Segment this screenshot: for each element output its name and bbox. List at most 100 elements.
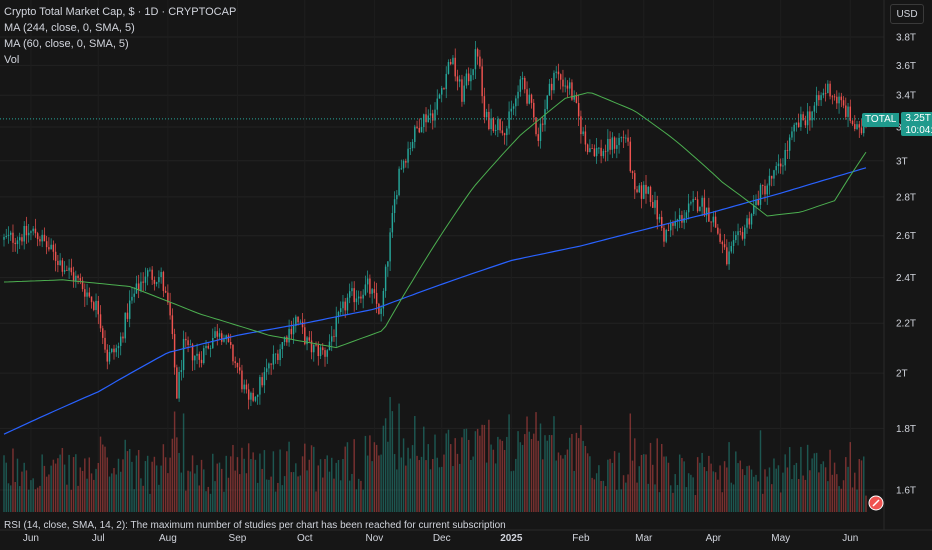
candle-body bbox=[427, 115, 429, 123]
candle-body bbox=[63, 270, 66, 272]
ma244-legend[interactable]: MA (244, close, 0, SMA, 5) bbox=[4, 22, 135, 34]
candle-body bbox=[351, 288, 353, 292]
volume-bar bbox=[542, 459, 544, 512]
candle-body bbox=[99, 314, 102, 329]
volume-bar bbox=[328, 471, 331, 512]
candle-body bbox=[225, 335, 227, 340]
volume-bar bbox=[342, 458, 344, 512]
candle-body bbox=[66, 270, 68, 271]
volume-bar bbox=[104, 446, 106, 512]
volume-bar bbox=[582, 440, 584, 512]
candle-body bbox=[483, 96, 486, 118]
candle-body bbox=[400, 168, 403, 170]
volume-bar bbox=[550, 435, 553, 512]
volume-bar bbox=[243, 458, 245, 512]
candle-body bbox=[811, 111, 813, 121]
volume-bar bbox=[313, 446, 315, 512]
candle-body bbox=[416, 126, 418, 128]
candle-body bbox=[566, 85, 569, 89]
x-tick-label: Dec bbox=[433, 533, 451, 544]
volume-bar bbox=[797, 479, 800, 512]
volume-bar bbox=[824, 467, 827, 512]
volume-bar bbox=[629, 413, 632, 512]
alert-flag-icon[interactable] bbox=[868, 495, 884, 511]
volume-bar bbox=[283, 476, 286, 512]
candle-body bbox=[61, 260, 64, 272]
time-axis[interactable]: Jun Jul Aug Sep Oct Nov Dec 2025 Feb Mar Apr May Jun bbox=[0, 529, 932, 544]
volume-bar bbox=[681, 457, 683, 512]
volume-bar bbox=[27, 489, 30, 512]
volume-bar bbox=[463, 429, 465, 512]
volume-bar bbox=[589, 456, 591, 512]
volume-bar bbox=[714, 472, 717, 512]
volume-bar bbox=[820, 464, 822, 512]
volume-bar bbox=[113, 468, 115, 512]
volume-legend[interactable]: Vol bbox=[4, 54, 20, 66]
volume-bar bbox=[537, 440, 539, 512]
volume-bar bbox=[299, 475, 302, 512]
candle-body bbox=[620, 137, 623, 139]
candle-body bbox=[515, 98, 517, 107]
candle-body bbox=[854, 124, 856, 130]
candle-body bbox=[30, 231, 32, 233]
volume-bar bbox=[297, 476, 299, 512]
ma60-legend[interactable]: MA (60, close, 0, SMA, 5) bbox=[4, 38, 129, 50]
volume-bar bbox=[232, 444, 234, 512]
candle-body bbox=[503, 133, 506, 136]
volume-bar bbox=[851, 487, 854, 512]
volume-bar bbox=[411, 445, 414, 512]
volume-bar bbox=[357, 478, 360, 512]
x-tick-label: Jun bbox=[23, 533, 39, 544]
candle-body bbox=[90, 296, 93, 303]
volume-bar bbox=[32, 478, 34, 512]
candle-body bbox=[50, 244, 52, 250]
volume-bar bbox=[822, 461, 825, 512]
candle-body bbox=[465, 73, 468, 86]
candle-body bbox=[777, 163, 780, 167]
volume-bar bbox=[667, 462, 670, 512]
volume-bar bbox=[389, 397, 391, 512]
volume-bar bbox=[414, 416, 416, 512]
volume-bar bbox=[476, 428, 479, 512]
price-axis[interactable]: 3.8T3.6T3.4T3.2T3T2.8T2.6T2.4T2.2T2T1.8T… bbox=[883, 0, 916, 530]
y-tick-label: 3T bbox=[896, 156, 908, 167]
candle-body bbox=[256, 394, 259, 397]
candle-body bbox=[757, 199, 759, 205]
volume-bar bbox=[526, 416, 528, 512]
volume-bar bbox=[214, 481, 216, 512]
volume-bar bbox=[81, 470, 84, 512]
candle-body bbox=[744, 227, 746, 239]
volume-bar bbox=[604, 486, 607, 512]
candle-body bbox=[375, 292, 378, 304]
volume-bar bbox=[279, 449, 281, 512]
candle-body bbox=[845, 105, 847, 117]
candle-body bbox=[604, 151, 607, 152]
candle-body bbox=[737, 231, 739, 236]
candle-body bbox=[544, 109, 546, 125]
candle-body bbox=[449, 62, 452, 65]
volume-bar bbox=[777, 465, 780, 512]
volume-bar bbox=[701, 452, 703, 512]
candle-body bbox=[75, 275, 77, 281]
candle-body bbox=[508, 111, 510, 129]
candle-body bbox=[616, 145, 618, 149]
volume-bar bbox=[245, 473, 248, 512]
volume-bar bbox=[795, 462, 798, 512]
volume-bar bbox=[467, 439, 470, 512]
volume-bar bbox=[409, 458, 412, 512]
volume-bar bbox=[149, 493, 151, 512]
candle-body bbox=[18, 237, 21, 241]
currency-button[interactable]: USD bbox=[890, 4, 924, 24]
volume-bar bbox=[479, 435, 481, 512]
volume-bar bbox=[683, 461, 685, 512]
rsi-study-notice: RSI (14, close, SMA, 14, 2): The maximum… bbox=[4, 520, 506, 531]
candle-body bbox=[827, 83, 829, 94]
candle-body bbox=[104, 337, 106, 350]
symbol-title[interactable]: Crypto Total Market Cap, $ · 1D · CRYPTO… bbox=[4, 6, 237, 18]
volume-bar bbox=[265, 479, 268, 512]
volume-bar bbox=[200, 459, 203, 512]
volume-bar bbox=[631, 460, 634, 512]
candle-body bbox=[54, 251, 57, 261]
volume-bar bbox=[719, 465, 721, 512]
